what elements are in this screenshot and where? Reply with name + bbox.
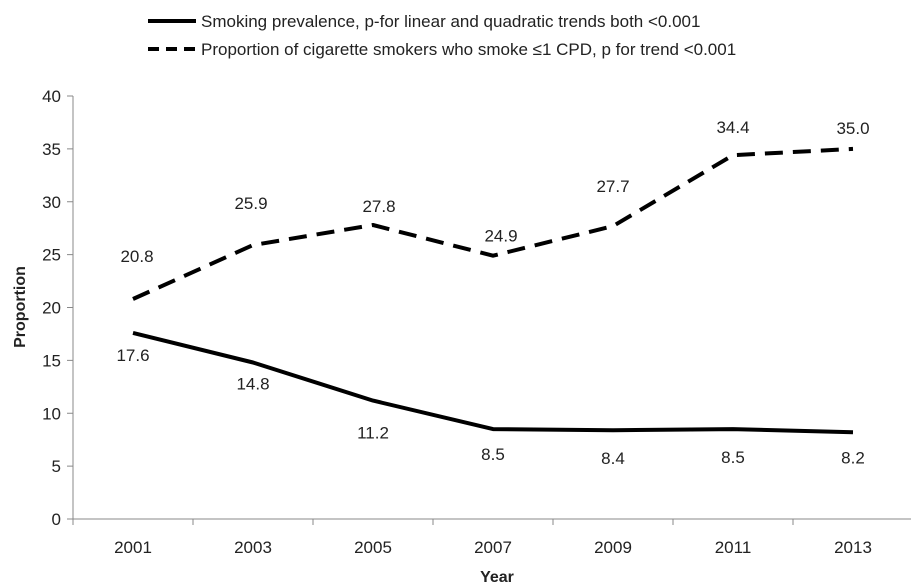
x-tick-label: 2007 xyxy=(474,538,512,557)
data-label: 17.6 xyxy=(116,346,149,365)
y-tick-label: 10 xyxy=(42,404,61,423)
legend-label-low-cpd-proportion: Proportion of cigarette smokers who smok… xyxy=(201,40,736,59)
data-label: 27.8 xyxy=(362,197,395,216)
x-tick-label: 2003 xyxy=(234,538,272,557)
y-tick-label: 40 xyxy=(42,87,61,106)
y-tick-label: 5 xyxy=(52,457,61,476)
data-label: 8.2 xyxy=(841,448,865,467)
series-layer: 17.6 14.8 11.2 8.5 8.4 8.5 8.2 20.8 25.9 27.8 24.9… xyxy=(116,118,869,468)
series-line-0 xyxy=(132,330,854,435)
x-tick-label: 2013 xyxy=(834,538,872,557)
data-label: 24.9 xyxy=(484,227,517,246)
data-label: 14.8 xyxy=(236,374,269,393)
data-label: 25.9 xyxy=(234,194,267,213)
data-label: 11.2 xyxy=(357,424,389,443)
y-tick-label: 0 xyxy=(52,510,61,529)
x-tick-label: 2001 xyxy=(114,538,152,557)
y-axis-title: Proportion xyxy=(12,266,29,348)
legend: Smoking prevalence, p-for linear and qua… xyxy=(148,12,736,59)
y-tick-label: 20 xyxy=(42,299,61,318)
x-axis-ticks: 2001 2003 2005 2007 2009 2011 2013 xyxy=(72,519,872,557)
y-tick-label: 30 xyxy=(42,193,61,212)
x-tick-label: 2009 xyxy=(594,538,632,557)
data-label: 20.8 xyxy=(120,247,153,266)
data-label: 8.5 xyxy=(481,445,505,464)
y-tick-label: 15 xyxy=(42,351,61,370)
y-tick-label: 25 xyxy=(42,246,61,265)
x-tick-label: 2005 xyxy=(354,538,392,557)
x-axis-title: Year xyxy=(480,569,514,583)
legend-label-smoking-prevalence: Smoking prevalence, p-for linear and qua… xyxy=(201,12,700,31)
x-tick-label: 2011 xyxy=(715,538,752,557)
y-axis-ticks: 0 5 10 15 20 25 30 35 40 xyxy=(42,87,73,529)
data-label: 8.5 xyxy=(721,448,745,467)
data-label: 8.4 xyxy=(601,449,625,468)
data-label: 35.0 xyxy=(836,119,869,138)
data-label: 27.7 xyxy=(596,177,629,196)
data-label: 34.4 xyxy=(716,118,749,137)
series-line-1 xyxy=(132,146,854,301)
y-tick-label: 35 xyxy=(42,140,61,159)
